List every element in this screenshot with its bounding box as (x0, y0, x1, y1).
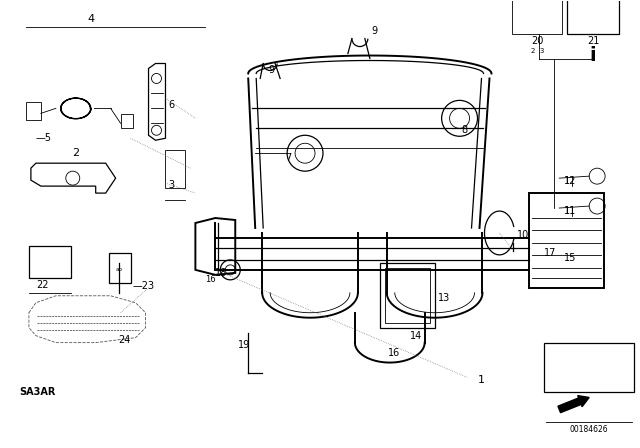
Bar (513, 0, 563, 34)
Text: 9: 9 (268, 65, 275, 75)
Bar (29, 246, 71, 278)
Bar (529, 193, 604, 288)
Bar (380, 263, 435, 327)
Bar (120, 114, 132, 128)
FancyArrow shape (558, 396, 589, 413)
Text: 21: 21 (587, 35, 599, 46)
Text: 20: 20 (531, 35, 543, 46)
Text: 6: 6 (168, 100, 175, 110)
Text: 12: 12 (564, 176, 577, 186)
Text: 00184626: 00184626 (570, 425, 609, 434)
Text: 7: 7 (285, 153, 291, 163)
Bar (109, 253, 131, 283)
Text: 24: 24 (118, 335, 131, 345)
Text: 3: 3 (168, 180, 175, 190)
Text: —23: —23 (132, 281, 155, 291)
Text: 16: 16 (388, 348, 400, 358)
Text: 11: 11 (564, 206, 577, 216)
Text: 13: 13 (438, 293, 450, 303)
Text: 4: 4 (87, 13, 94, 24)
Text: 16: 16 (205, 276, 215, 284)
Bar (26, 103, 41, 121)
Text: 17: 17 (544, 248, 557, 258)
Text: 14: 14 (410, 331, 422, 340)
Bar (166, 150, 186, 188)
Text: 22: 22 (36, 280, 49, 290)
Bar (567, 0, 619, 34)
Text: 2: 2 (72, 148, 79, 158)
Text: 10: 10 (517, 230, 530, 240)
Text: 15: 15 (564, 253, 577, 263)
Text: 18: 18 (215, 268, 228, 278)
Text: 19: 19 (238, 340, 250, 349)
Text: ab: ab (116, 267, 123, 272)
Text: 9: 9 (372, 26, 378, 35)
Text: i: i (590, 46, 596, 65)
Text: —5: —5 (36, 133, 52, 143)
Bar (544, 343, 634, 392)
Text: 8: 8 (461, 125, 468, 135)
Bar (385, 268, 429, 323)
Text: 2  3: 2 3 (531, 47, 544, 54)
Text: SA3AR: SA3AR (19, 388, 55, 397)
Text: 1: 1 (477, 375, 484, 384)
